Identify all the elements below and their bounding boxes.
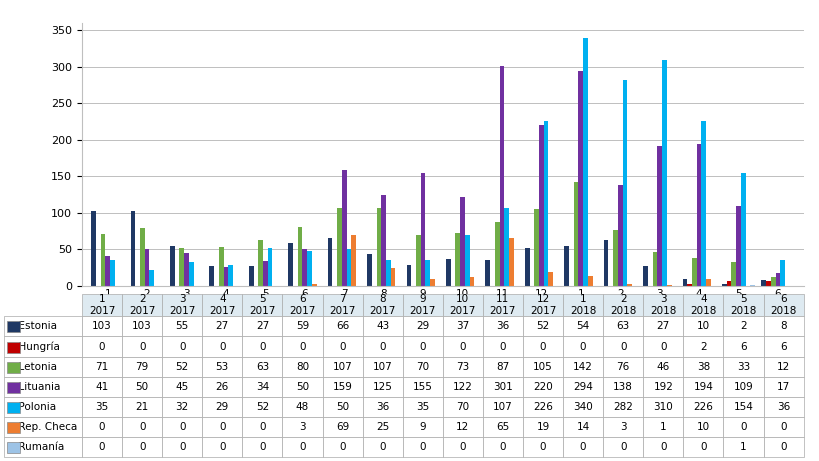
Bar: [297, 227, 302, 286]
Bar: [657, 146, 661, 286]
Bar: [642, 266, 647, 286]
Bar: [140, 228, 144, 286]
Bar: [7, 361, 20, 372]
Bar: [144, 249, 149, 286]
Bar: [420, 173, 425, 286]
Bar: [391, 267, 395, 286]
Bar: [7, 321, 20, 332]
Bar: [342, 170, 346, 286]
Bar: [721, 284, 726, 286]
Bar: [731, 262, 735, 286]
Bar: [209, 266, 214, 286]
Bar: [7, 442, 20, 453]
Bar: [543, 121, 548, 286]
Bar: [376, 208, 381, 286]
Bar: [7, 342, 20, 353]
Bar: [446, 259, 450, 286]
Bar: [287, 243, 292, 286]
Bar: [415, 235, 420, 286]
Bar: [459, 197, 464, 286]
Bar: [577, 71, 582, 286]
Bar: [101, 234, 105, 286]
Bar: [91, 211, 96, 286]
Bar: [603, 240, 608, 286]
Bar: [430, 279, 434, 286]
Bar: [469, 277, 473, 286]
Bar: [7, 402, 20, 413]
Bar: [224, 267, 228, 286]
Bar: [367, 254, 371, 286]
Bar: [7, 382, 20, 393]
Bar: [587, 276, 592, 286]
Bar: [258, 240, 263, 286]
Bar: [346, 249, 351, 286]
Bar: [406, 265, 411, 286]
Bar: [485, 260, 490, 286]
Bar: [386, 260, 391, 286]
Bar: [184, 253, 188, 286]
Bar: [524, 248, 529, 286]
Bar: [700, 121, 705, 286]
Bar: [691, 258, 696, 286]
Bar: [110, 260, 115, 286]
Bar: [130, 211, 135, 286]
Bar: [307, 251, 311, 286]
Bar: [563, 246, 568, 286]
Bar: [425, 260, 430, 286]
Bar: [618, 185, 622, 286]
Bar: [228, 265, 233, 286]
Bar: [337, 208, 342, 286]
Bar: [538, 125, 543, 286]
Bar: [705, 278, 710, 286]
Bar: [188, 262, 193, 286]
Bar: [780, 260, 784, 286]
Bar: [464, 235, 469, 286]
Bar: [740, 173, 744, 286]
Bar: [328, 238, 332, 286]
Bar: [509, 238, 514, 286]
Bar: [105, 256, 110, 286]
Bar: [170, 246, 174, 286]
Bar: [661, 59, 666, 286]
Bar: [494, 222, 499, 286]
Bar: [775, 273, 780, 286]
Bar: [627, 284, 631, 286]
Bar: [455, 232, 459, 286]
Bar: [761, 280, 765, 286]
Bar: [726, 281, 731, 286]
Bar: [311, 284, 316, 286]
Bar: [749, 285, 754, 286]
Bar: [499, 66, 504, 286]
Bar: [652, 252, 657, 286]
Bar: [666, 285, 671, 286]
Bar: [248, 266, 253, 286]
Bar: [735, 206, 740, 286]
Bar: [381, 195, 386, 286]
Bar: [302, 249, 307, 286]
Bar: [696, 144, 700, 286]
Bar: [534, 209, 538, 286]
Bar: [613, 230, 618, 286]
Bar: [219, 247, 224, 286]
Bar: [765, 281, 770, 286]
Bar: [267, 248, 272, 286]
Bar: [179, 248, 184, 286]
Bar: [548, 272, 553, 286]
Bar: [686, 284, 691, 286]
Bar: [681, 278, 686, 286]
Bar: [622, 80, 627, 286]
Bar: [582, 38, 587, 286]
Bar: [263, 261, 267, 286]
Bar: [7, 422, 20, 433]
Bar: [770, 277, 775, 286]
Bar: [573, 182, 577, 286]
Bar: [149, 271, 154, 286]
Bar: [504, 208, 509, 286]
Bar: [351, 236, 355, 286]
